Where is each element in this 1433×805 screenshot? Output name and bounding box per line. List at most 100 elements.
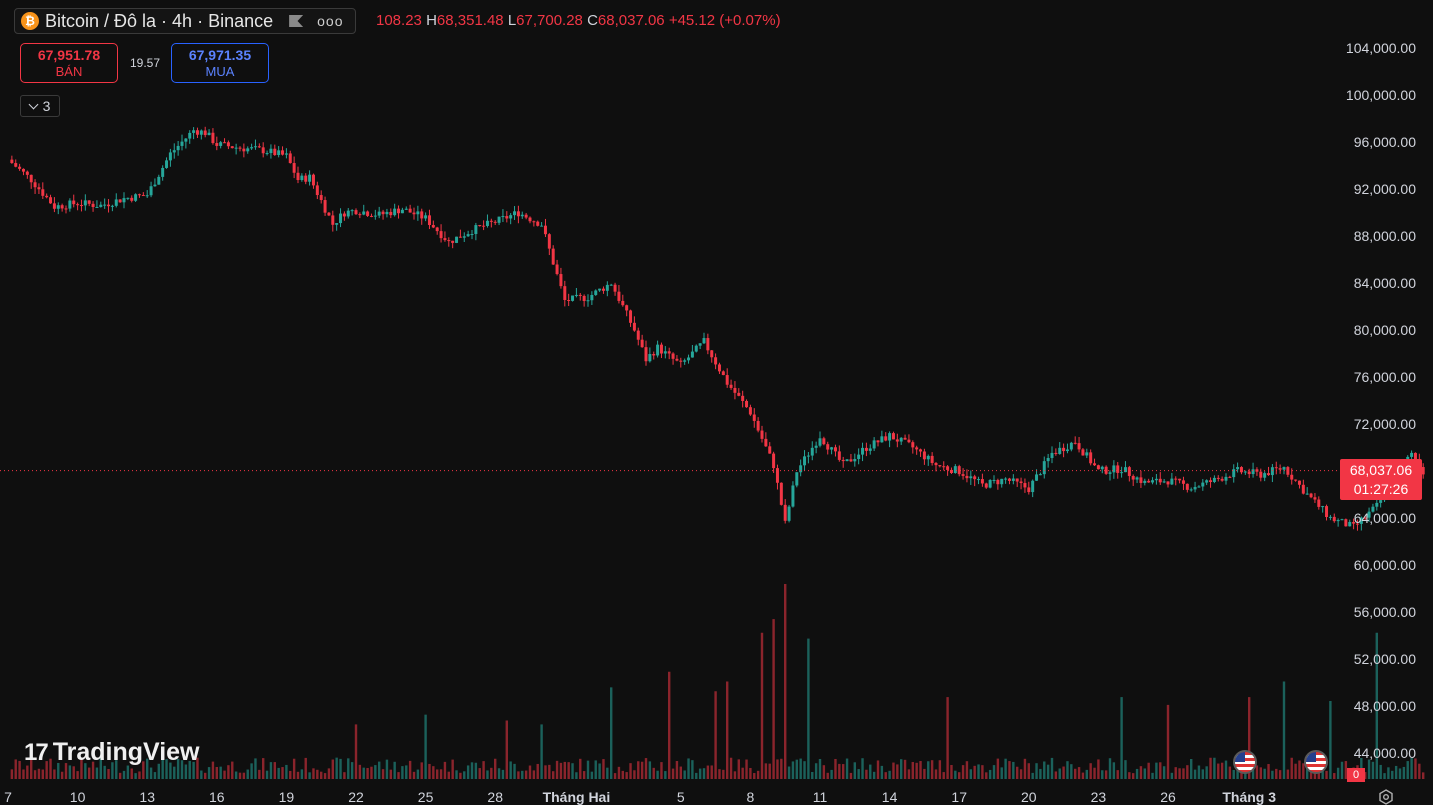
volume-bar (1062, 766, 1065, 779)
candle-body (690, 351, 694, 358)
volume-bar (849, 772, 853, 779)
candle-body (79, 205, 83, 207)
volume-bar (88, 767, 91, 779)
candle-body (56, 205, 60, 209)
candle-body (1189, 489, 1193, 491)
candle-body (659, 344, 663, 354)
candle-body (578, 294, 582, 296)
candle-body (107, 204, 111, 207)
volume-bar (1298, 760, 1301, 779)
volume-bar (513, 763, 516, 779)
volume-bar (242, 772, 246, 779)
candle-body (176, 145, 180, 151)
volume-bar (146, 758, 149, 779)
buy-button[interactable]: 67,971.35 MUA (171, 43, 269, 83)
tradingview-wordmark: TradingView (52, 738, 200, 766)
candle-body (346, 210, 350, 217)
candle-body (373, 215, 377, 217)
time-tick-label: 16 (209, 789, 225, 805)
volume-bar (269, 762, 273, 779)
candle-body (238, 147, 242, 149)
volume-bar (1387, 767, 1390, 779)
us-flag-icon[interactable] (1233, 750, 1257, 774)
volume-bar (938, 760, 942, 779)
buy-price: 67,971.35 (188, 47, 252, 63)
candle-body (145, 195, 149, 197)
candle-body (381, 211, 385, 215)
tradingview-logo[interactable]: 17 TradingView (24, 738, 200, 767)
candle-body (1143, 480, 1147, 483)
price-tick-label: 72,000.00 (1354, 416, 1416, 432)
volume-bar (950, 764, 953, 779)
volume-bar (238, 772, 242, 779)
low-value: 67,700.28 (516, 12, 583, 29)
candle-body (667, 351, 671, 354)
gear-icon[interactable] (1378, 789, 1394, 805)
price-tick-label: 48,000.00 (1354, 698, 1416, 714)
candle-body (1166, 481, 1170, 485)
candle-body (1174, 478, 1178, 480)
volume-bar (1248, 697, 1251, 779)
volume-bar (1414, 758, 1417, 779)
candle-body (362, 211, 366, 215)
volume-bar (760, 632, 764, 779)
candle-body (41, 189, 45, 196)
volume-bar (1120, 697, 1123, 779)
volume-bar (1112, 762, 1116, 779)
candle-body (292, 163, 296, 173)
symbol-header[interactable]: ₿ Bitcoin / Đô la · 4h · Binance ooo (14, 8, 357, 34)
candle-body (342, 213, 346, 217)
candle-body (598, 288, 602, 291)
candle-body (590, 294, 594, 301)
candlestick-series (10, 126, 1425, 531)
volume-bar (1220, 762, 1224, 779)
candle-body (269, 148, 273, 154)
volume-bar (1267, 764, 1270, 779)
candle-body (1379, 500, 1383, 503)
candle-body (1375, 502, 1379, 507)
candle-body (462, 236, 466, 238)
candle-body (354, 210, 358, 215)
candle-body (246, 148, 250, 152)
flag-icon[interactable] (289, 15, 304, 27)
candle-body (574, 294, 578, 296)
volume-bar (1016, 766, 1019, 779)
candle-body (219, 142, 223, 146)
candle-body (725, 375, 729, 385)
volume-bar (173, 766, 176, 779)
volume-bar (30, 758, 33, 779)
volume-bar (84, 763, 87, 779)
time-tick-label: 17 (951, 789, 967, 805)
indicators-toggle[interactable]: 3 (20, 95, 60, 117)
candle-body (261, 147, 265, 154)
volume-bar (656, 770, 659, 779)
us-flag-icon[interactable] (1304, 750, 1328, 774)
volume-bar (772, 619, 775, 779)
volume-bar (845, 758, 849, 779)
volume-bar (482, 761, 485, 779)
candle-body (644, 347, 648, 362)
volume-bar (814, 763, 818, 779)
volume-bar (296, 771, 300, 779)
candle-body (582, 295, 586, 302)
candle-body (339, 213, 343, 224)
more-icon[interactable]: ooo (317, 13, 344, 29)
candle-body (849, 459, 853, 462)
volume-bar (1139, 766, 1143, 779)
candle-body (795, 472, 799, 486)
volume-bar (1190, 758, 1193, 779)
candle-body (1421, 467, 1425, 475)
volume-bar (211, 761, 215, 779)
candle-body (752, 414, 756, 421)
candle-body (149, 186, 153, 196)
volume-bar (122, 770, 126, 779)
candle-body (636, 330, 640, 340)
volume-bar (1108, 758, 1112, 779)
sell-button[interactable]: 67,951.78 BÁN (20, 43, 118, 83)
time-tick-label: Tháng Hai (543, 789, 611, 805)
volume-bar (53, 769, 56, 779)
candle-body (640, 339, 644, 348)
candle-body (1135, 477, 1139, 480)
candle-body (416, 211, 420, 215)
